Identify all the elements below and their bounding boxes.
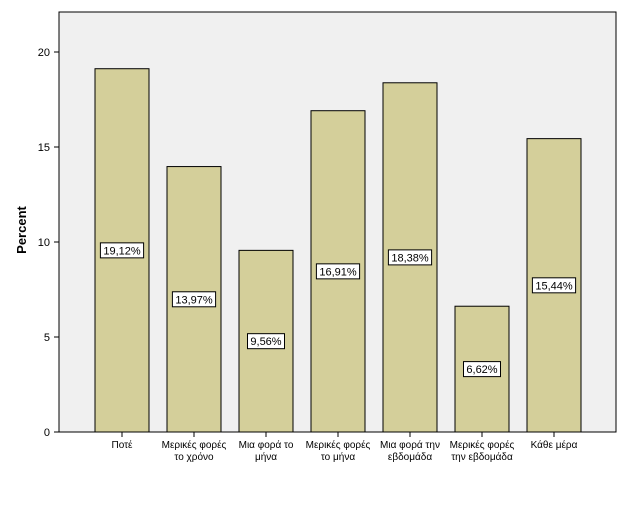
- data-label: 15,44%: [535, 280, 573, 292]
- data-label-box: [247, 333, 285, 350]
- data-label: 13,97%: [175, 294, 213, 306]
- data-label: 9,56%: [250, 336, 281, 348]
- data-label: 6,62%: [466, 364, 497, 376]
- y-tick-label: 20: [38, 47, 50, 59]
- x-tick-label-line: Μερικές φορές: [162, 439, 227, 451]
- x-tick-label-line: το χρόνο: [174, 451, 214, 463]
- y-tick-label: 5: [44, 332, 50, 344]
- y-tick-label: 0: [44, 427, 50, 439]
- x-tick-label: Μια φορά το μήνα: [239, 439, 294, 463]
- x-tick-label-line: την εβδομάδα: [451, 451, 513, 463]
- x-tick-label-line: Μερικές φορές: [306, 439, 371, 451]
- x-tick-label-line: μήνα: [255, 451, 277, 463]
- x-tick-label: Μερικές φορές το χρόνο: [162, 439, 227, 463]
- data-label-box: [463, 361, 501, 378]
- x-tick-label: Μερικές φορές το μήνα: [306, 439, 371, 463]
- x-tick-label-line: Κάθε μέρα: [531, 439, 578, 451]
- y-tick-label: 10: [38, 237, 50, 249]
- x-tick-label-line: το μήνα: [321, 451, 355, 463]
- x-tick-label-line: Μερικές φορές: [450, 439, 515, 451]
- data-label-box: [99, 242, 145, 259]
- data-label-box: [171, 291, 217, 308]
- bars: 19,12% 13,97% 9,56% 16,91% 18,38% 6,62% 15,44%: [94, 68, 582, 433]
- data-label-box: [315, 263, 361, 280]
- data-label: 19,12%: [103, 245, 141, 257]
- x-tick-label: Μερικές φορές την εβδομάδα: [450, 439, 515, 463]
- x-tick-label-line: Ποτέ: [111, 439, 133, 451]
- y-axis: 0 5 10 15 20: [38, 47, 59, 439]
- x-tick-label-line: Μια φορά το: [239, 439, 294, 451]
- data-label-box: [531, 277, 577, 294]
- data-label: 16,91%: [319, 266, 357, 278]
- x-tick-label: Ποτέ: [111, 439, 133, 451]
- x-tick-label-line: εβδομάδα: [388, 451, 432, 463]
- data-label-box: [387, 249, 433, 266]
- x-tick-label: Κάθε μέρα: [531, 439, 578, 451]
- x-tick-label-line: Μια φορά την: [380, 439, 440, 451]
- x-tick-label: Μια φορά την εβδομάδα: [380, 439, 440, 463]
- y-axis-label: Percent: [14, 205, 29, 253]
- data-label: 18,38%: [391, 252, 429, 264]
- y-tick-label: 15: [38, 142, 50, 154]
